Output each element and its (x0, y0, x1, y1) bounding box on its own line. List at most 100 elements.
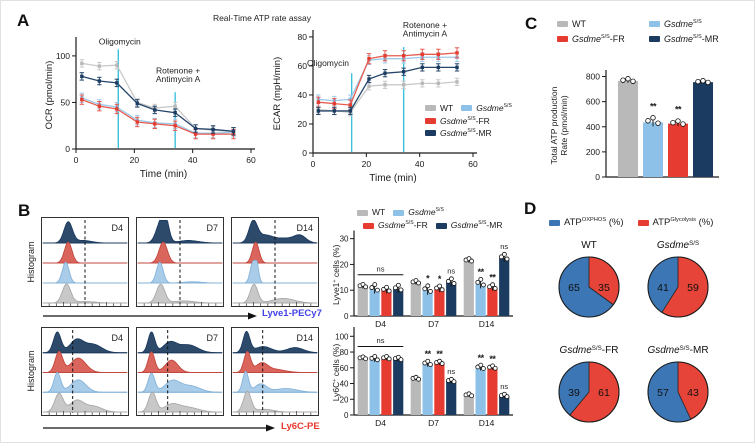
y-tick-label: 0 (65, 144, 70, 154)
significance-label: ns (447, 267, 455, 276)
y-tick-label: 80 (298, 32, 308, 42)
y-tick-label: 400 (586, 122, 600, 132)
ns-label: ns (377, 264, 385, 273)
significance-label: ns (500, 242, 508, 251)
legend-item-FR: GsdmeS/S-FR (363, 219, 428, 232)
y-tick-label: 200 (586, 147, 600, 157)
total-atp-bar-chart: 0 200 400 600 800 Total ATP production Rate (p… (549, 70, 719, 182)
y-tick-label: 20 (340, 395, 349, 404)
data-point-FR (97, 104, 102, 108)
data-point-FR (173, 124, 177, 128)
bar-WT-D4 (357, 358, 368, 415)
legend-swatch (357, 209, 368, 216)
x-tick-label: 20 (362, 159, 372, 169)
pie-title: GsdmeS/S-MR (647, 345, 708, 356)
bar-MR-D7 (446, 282, 457, 316)
data-point (386, 288, 392, 294)
bar-SS-D4 (369, 288, 380, 316)
data-point-MR (455, 65, 459, 70)
data-point-FR (115, 107, 119, 111)
oxphos-value: 41 (657, 282, 669, 294)
oxphos-value: 57 (657, 387, 669, 399)
data-point-MR (231, 129, 236, 134)
ecar-line-chart: 0 20 40 60 80 0 20 40 60 ECAR (mpH/min) Time (min)… (272, 20, 478, 184)
data-point (492, 286, 498, 291)
legend-item-SS: GsdmeS/S (649, 18, 719, 31)
legend-item: ATPGlycolysis (%) (637, 217, 713, 230)
data-point-FR (420, 52, 425, 57)
legend-item-FR: GsdmeS/S-FR (425, 115, 490, 128)
lyve1-axis-label: Lyve1-PECy7 (262, 308, 322, 319)
legend-swatch (557, 21, 568, 28)
data-point (451, 379, 457, 385)
glycolysis-value: 43 (687, 387, 699, 399)
histogram-trace-WT (137, 391, 223, 413)
series-line-SS (81, 97, 234, 134)
legend-swatch (363, 222, 374, 229)
data-point (422, 286, 428, 292)
ns-label: ns (377, 336, 385, 345)
legend-swatch (435, 222, 447, 229)
data-point-MR (135, 101, 139, 106)
y-tick-label: 20 (298, 119, 308, 129)
day-label: D14 (296, 223, 313, 233)
data-point-MR (348, 109, 353, 113)
group-label: D7 (428, 418, 439, 428)
ly6c-axis-label: Ly6C-PE (281, 421, 320, 432)
group-label: D14 (479, 319, 495, 329)
data-point-WT (367, 84, 371, 88)
significance-label: ** (489, 354, 496, 364)
legend-item-MR: GsdmeS/S-MR (435, 219, 502, 232)
glycolysis-value: 59 (687, 282, 699, 294)
y-axis-title: ECAR (mpH/min) (272, 57, 283, 130)
histogram-trace-SS (232, 370, 318, 393)
data-point (425, 283, 431, 289)
legend-item-WT: WT (425, 102, 453, 115)
legend-item-FR: GsdmeS/S-FR (557, 33, 641, 46)
data-point-MR (332, 109, 337, 113)
bar-FR-D4 (381, 290, 392, 316)
legend-label: GsdmeS/S-FR (378, 220, 428, 230)
histogram-ylabel-top-text: Histogram (26, 241, 36, 283)
x-axis-title: Time (min) (140, 169, 187, 180)
histogram-ylabel-bottom-text: Histogram (26, 350, 36, 392)
lyve1-histogram-d7: D7 (136, 217, 224, 307)
data-point (645, 118, 651, 124)
data-point (416, 376, 421, 382)
y-tick-label: 600 (586, 97, 600, 107)
data-point-MR (153, 108, 157, 112)
data-point-MR (420, 65, 425, 70)
significance-label: * (426, 274, 430, 284)
injection-label: Antimycin A (156, 74, 201, 84)
data-point (480, 366, 486, 371)
significance-label: ns (447, 367, 455, 376)
x-tick-label: 20 (130, 155, 140, 165)
data-point (396, 282, 401, 288)
panel-b-legend: WT GsdmeS/S GsdmeS/S-FR GsdmeS/S-MR (357, 206, 510, 232)
legend-item-WT: WT (357, 206, 385, 219)
bar-FR-D14 (487, 367, 498, 415)
bar-FR-D7 (434, 363, 445, 415)
lyve1-histogram-d4: D4 (41, 217, 129, 307)
y-tick-label: 40 (340, 380, 349, 389)
legend-item-SS: GsdmeS/S (461, 102, 512, 115)
bar-WT-D14 (463, 260, 474, 316)
injection-label: Antimycin A (403, 29, 448, 39)
legend-item: ATPOXPHOS (%) (549, 217, 624, 230)
y-tick-label: 30 (340, 235, 349, 244)
legend-swatch (637, 220, 649, 227)
panel-d-label: D (524, 199, 537, 218)
day-label: D14 (296, 333, 313, 343)
x-axis-title: Time (min) (369, 173, 416, 184)
bar-MR (693, 82, 713, 177)
bar-WT-D7 (410, 378, 421, 415)
glycolysis-value: 61 (598, 387, 610, 399)
data-point (437, 283, 443, 289)
data-point (492, 365, 498, 371)
y-axis-title: Total ATP production (549, 86, 559, 164)
data-point-MR (80, 74, 84, 79)
significance-label: ** (425, 349, 432, 359)
legend-item-SS: GsdmeS/S (393, 206, 444, 219)
